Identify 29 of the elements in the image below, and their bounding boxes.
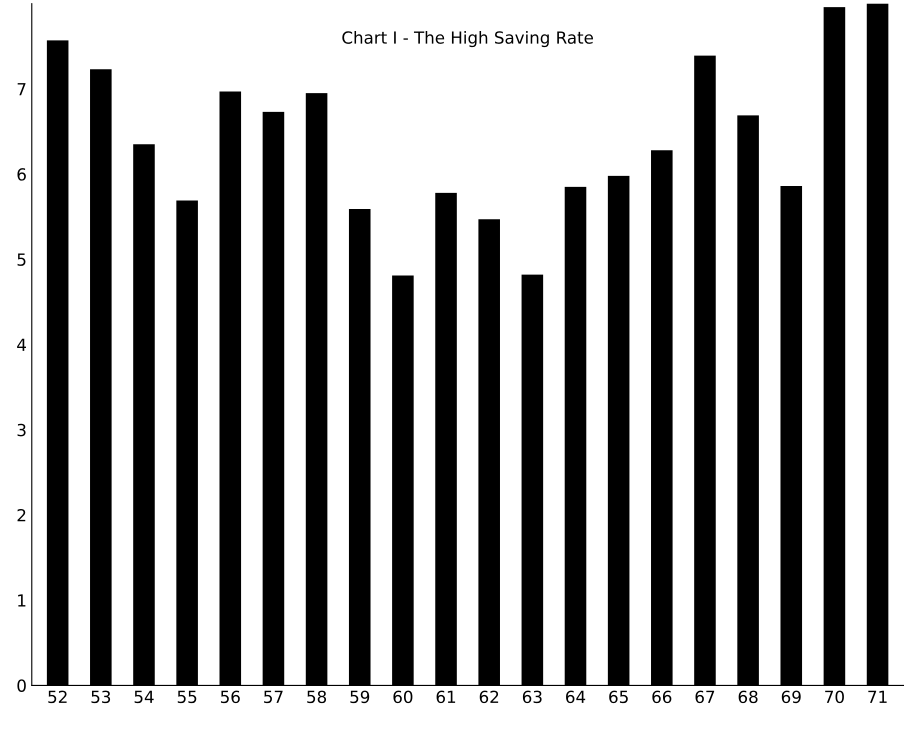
x-tick-label: 69	[782, 690, 801, 704]
y-tick-label: 1	[18, 594, 26, 607]
x-tick-label: 70	[825, 690, 844, 704]
x-tick-label: 61	[436, 690, 456, 704]
x-tick-label: 52	[48, 690, 67, 704]
x-tick-label: 53	[92, 690, 110, 704]
x-tick-label: 64	[566, 690, 586, 704]
y-tick-label: 5	[18, 254, 26, 266]
x-tick-label: 68	[738, 690, 758, 704]
y-tick-label: 0	[17, 679, 26, 692]
x-tick-label: 66	[652, 690, 672, 704]
x-tick-label: 54	[134, 690, 154, 704]
x-tick-label: 60	[393, 690, 412, 704]
y-tick-label: 7	[18, 83, 26, 96]
x-tick-label: 56	[220, 690, 240, 704]
y-tick-label: 6	[17, 168, 26, 181]
x-tick-label: 67	[696, 690, 714, 704]
x-tick-label: 57	[264, 690, 283, 704]
x-tick-label: 63	[522, 690, 542, 704]
y-tick-label: 2	[18, 508, 26, 522]
x-tick-label: 71	[868, 690, 887, 703]
text: Chart I - The High Saving Rate	[342, 30, 593, 48]
y-tick-label: 3	[18, 424, 26, 436]
x-tick-label: 58	[307, 690, 326, 704]
x-tick-label: 59	[350, 690, 370, 704]
y-tick-label: 4	[17, 338, 26, 351]
x-tick-label: 65	[609, 690, 628, 704]
x-tick-label: 55	[178, 690, 196, 704]
x-tick-label: 62	[480, 690, 498, 704]
